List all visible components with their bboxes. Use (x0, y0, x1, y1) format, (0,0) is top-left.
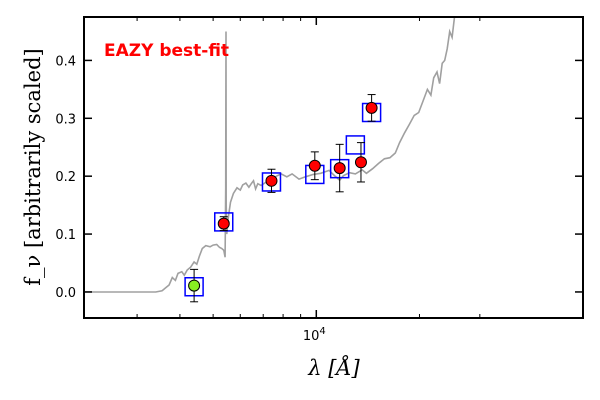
observed-flux-point (354, 156, 367, 169)
y-tick-label: 0.1 (55, 228, 76, 243)
y-tick-label: 0.2 (55, 170, 76, 185)
y-axis-label: f_ν [arbitrarily scaled] (21, 48, 45, 285)
model-flux-square (345, 135, 366, 155)
observed-flux-point (308, 159, 321, 172)
x-tick-exponent: 4 (319, 326, 325, 337)
observed-flux-point (365, 101, 378, 114)
y-tick-label: 0.3 (55, 112, 76, 127)
y-tick-label: 0.0 (55, 286, 76, 301)
observed-flux-point (188, 279, 201, 292)
model-layer (84, 17, 456, 293)
model-spectrum-line (84, 17, 456, 293)
y-tick-label: 0.4 (55, 54, 76, 69)
chart-title: EAZY best-fit (104, 41, 229, 61)
observed-flux-point (265, 174, 278, 187)
observed-flux-point (217, 217, 230, 230)
marks-layer (184, 94, 382, 303)
x-tick-label: 104 (303, 326, 326, 344)
plot-frame (83, 16, 584, 319)
observed-flux-point (333, 162, 346, 175)
ticks-layer: 0.0 0.1 0.2 0.3 0.4 104 (55, 17, 583, 344)
x-axis-label: λ [Å] (307, 355, 360, 380)
